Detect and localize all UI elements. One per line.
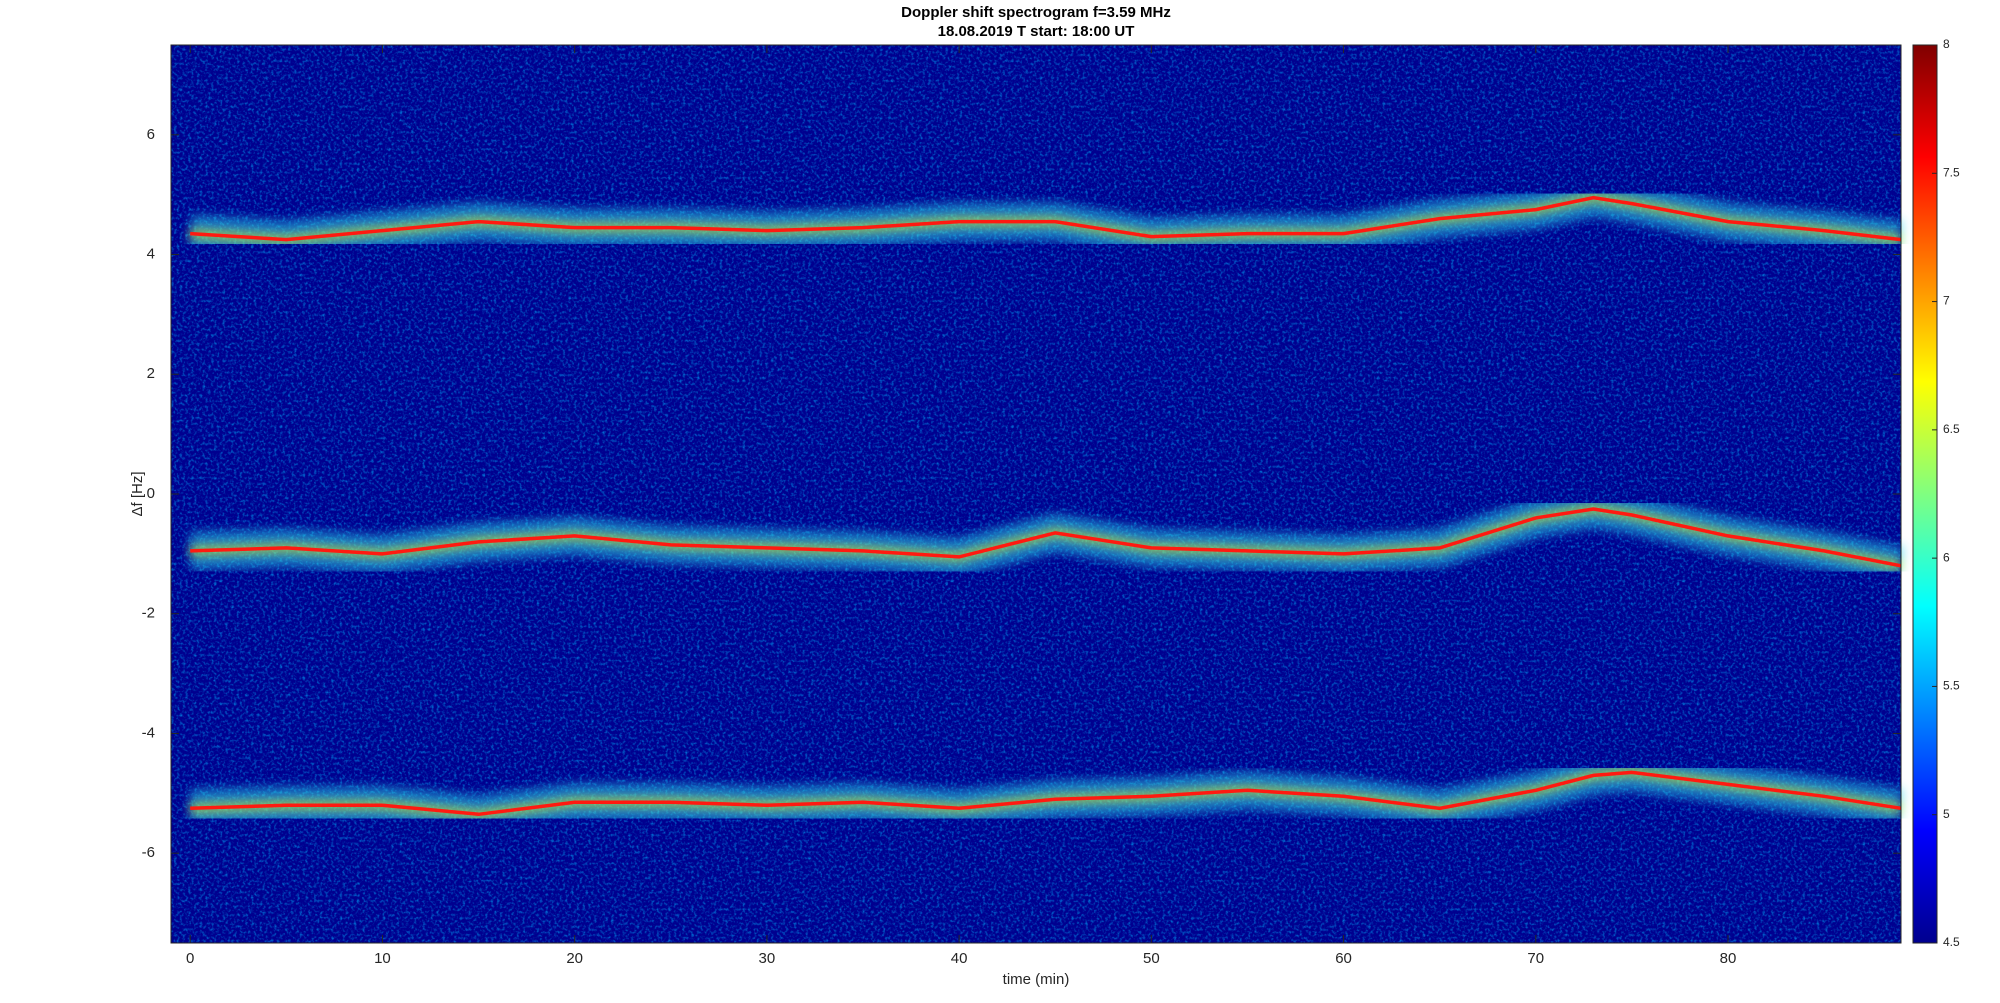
colorbar-tick-label: 5 xyxy=(1943,807,1950,821)
x-tick-label: 60 xyxy=(1335,950,1352,967)
ridge-line xyxy=(190,770,1902,817)
colorbar-tick-label: 8 xyxy=(1943,37,1950,51)
y-tick-label: -2 xyxy=(142,605,155,622)
y-tick-label: -4 xyxy=(142,724,155,741)
colorbar xyxy=(1912,44,1938,944)
y-tick-label: 6 xyxy=(147,126,155,143)
x-tick-label: 20 xyxy=(566,950,583,967)
y-axis-label: Δf [Hz] xyxy=(129,471,146,516)
ridge-line xyxy=(190,195,1902,242)
ridges xyxy=(189,178,1905,834)
chart-subtitle: 18.08.2019 T start: 18:00 UT xyxy=(938,23,1135,40)
colorbar-tick-label: 7 xyxy=(1943,294,1950,308)
x-tick-label: 0 xyxy=(186,950,194,967)
x-tick-label: 10 xyxy=(374,950,391,967)
x-tick-label: 30 xyxy=(759,950,776,967)
colorbar-tick-label: 5.5 xyxy=(1943,679,1960,693)
y-tick-label: 0 xyxy=(147,485,155,502)
colorbar-tick-label: 4.5 xyxy=(1943,935,1960,949)
x-tick-label: 40 xyxy=(951,950,968,967)
x-tick-label: 80 xyxy=(1720,950,1737,967)
ridge-line xyxy=(190,507,1902,568)
colorbar-tick-label: 7.5 xyxy=(1943,165,1960,179)
y-tick-label: 2 xyxy=(147,365,155,382)
y-tick-label: 4 xyxy=(147,246,155,263)
colorbar-tick-label: 6 xyxy=(1943,550,1950,564)
chart-title: Doppler shift spectrogram f=3.59 MHz xyxy=(901,4,1171,21)
x-axis-label: time (min) xyxy=(1003,971,1070,988)
x-tick-label: 70 xyxy=(1527,950,1544,967)
x-tick-label: 50 xyxy=(1143,950,1160,967)
colorbar-tick-label: 6.5 xyxy=(1943,422,1960,436)
y-tick-label: -6 xyxy=(142,844,155,861)
